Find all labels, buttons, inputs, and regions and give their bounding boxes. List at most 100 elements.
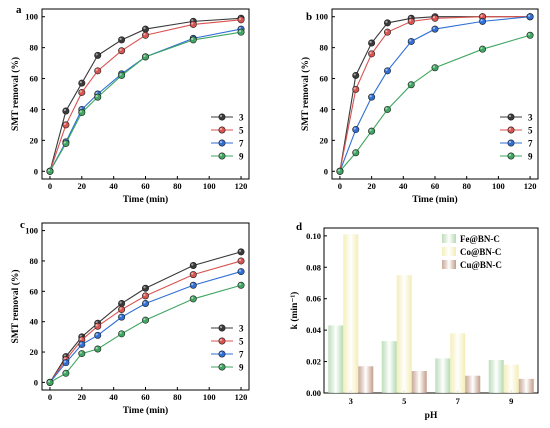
legend-marker-highlight <box>219 140 223 144</box>
data-point <box>352 126 360 134</box>
data-point-highlight <box>63 360 66 363</box>
data-point-highlight <box>47 169 51 172</box>
data-point <box>368 39 376 47</box>
y-tick-label: 40 <box>30 104 39 114</box>
bar-cu-bn-c <box>358 366 374 393</box>
data-point <box>62 107 70 115</box>
data-point-highlight <box>79 342 82 345</box>
series-line-9 <box>339 34 531 172</box>
data-point-highlight <box>79 337 82 340</box>
legend-marker <box>507 126 515 134</box>
data-point <box>383 28 391 36</box>
legend-marker <box>218 337 226 345</box>
bar-co-bn-c <box>396 275 412 393</box>
data-point <box>142 25 150 33</box>
data-point-highlight <box>63 122 66 126</box>
data-point-highlight <box>143 293 146 296</box>
data-point <box>352 85 360 93</box>
x-tick-label: 60 <box>141 181 150 191</box>
y-tick-label: 20 <box>30 347 39 357</box>
legend-label: 7 <box>239 350 244 360</box>
y-tick-label: 100 <box>25 12 38 22</box>
panel-letter: d <box>296 221 302 233</box>
x-tick-label: 60 <box>141 392 150 402</box>
legend-label: Co@BN-C <box>460 247 501 257</box>
panel-letter: b <box>306 11 312 23</box>
data-point <box>431 25 439 33</box>
x-tick-label: 100 <box>203 392 216 402</box>
bar-fe-bn-c <box>381 341 397 393</box>
y-tick-label: 80 <box>30 256 39 266</box>
data-point-highlight <box>143 301 146 304</box>
data-point <box>118 299 126 307</box>
legend-marker <box>218 113 226 121</box>
data-point <box>142 292 150 300</box>
data-point-highlight <box>119 315 122 318</box>
legend-label: Cu@BN-C <box>460 260 502 270</box>
legend-label: 3 <box>239 113 244 123</box>
y-tick-label: 80 <box>320 43 329 53</box>
data-point-highlight <box>119 48 122 51</box>
y-tick-label: 0.00 <box>306 388 321 398</box>
data-point-highlight <box>238 258 242 262</box>
data-point-highlight <box>238 30 242 33</box>
x-tick-label: 3 <box>349 396 353 406</box>
data-point <box>189 36 197 44</box>
data-point-highlight <box>119 37 122 41</box>
data-point <box>526 13 534 21</box>
y-tick-label: 0.02 <box>306 357 321 367</box>
data-point-highlight <box>191 283 194 286</box>
data-point <box>237 281 245 289</box>
data-point <box>431 64 439 72</box>
legend-marker <box>507 152 515 160</box>
data-point-highlight <box>79 334 82 337</box>
data-point <box>78 79 86 87</box>
data-point <box>368 50 376 58</box>
data-point-highlight <box>238 26 242 30</box>
data-point <box>237 248 245 256</box>
data-point <box>62 139 70 147</box>
legend-marker <box>218 126 226 134</box>
data-point-highlight <box>95 346 98 350</box>
data-point <box>526 31 534 39</box>
data-point-highlight <box>79 351 82 354</box>
data-point <box>431 14 439 22</box>
legend-label: 5 <box>239 126 244 136</box>
legend-label: 9 <box>239 152 244 162</box>
data-point <box>189 262 197 270</box>
legend-marker <box>507 113 515 121</box>
data-point <box>407 81 415 89</box>
legend-label: 5 <box>239 337 244 347</box>
legend-marker-highlight <box>508 153 512 157</box>
data-point-highlight <box>191 272 194 275</box>
data-point-highlight <box>191 19 194 22</box>
bar-cu-bn-c <box>518 378 534 393</box>
series-line-3 <box>339 16 531 172</box>
data-point-highlight <box>432 26 436 30</box>
legend-marker <box>218 152 226 160</box>
data-point <box>142 53 150 61</box>
data-point-highlight <box>480 47 483 50</box>
y-axis-label: SMT removal (%) <box>10 269 21 343</box>
data-point <box>142 316 150 324</box>
x-tick-label: 80 <box>462 181 471 191</box>
data-point-highlight <box>353 150 356 153</box>
data-point-highlight <box>143 318 146 321</box>
panel-c: 0 20 40 60 80 100 120 0 20 40 60 80 100 Time (min) SMT… <box>10 219 250 416</box>
legend-swatch <box>442 260 456 269</box>
data-point-highlight <box>63 371 66 374</box>
data-point <box>368 127 376 135</box>
legend-marker-highlight <box>219 364 223 368</box>
data-point <box>78 109 86 117</box>
x-tick-label: 40 <box>109 392 118 402</box>
data-point <box>479 17 487 25</box>
x-tick-label: 20 <box>367 181 376 191</box>
data-point <box>407 17 415 25</box>
legend-marker-highlight <box>508 114 512 118</box>
data-point-highlight <box>143 26 146 30</box>
x-axis-label: pH <box>425 411 438 421</box>
data-point <box>237 16 245 24</box>
data-point-highlight <box>480 14 483 17</box>
legend-marker-highlight <box>219 351 223 355</box>
bar-co-bn-c <box>450 333 466 393</box>
